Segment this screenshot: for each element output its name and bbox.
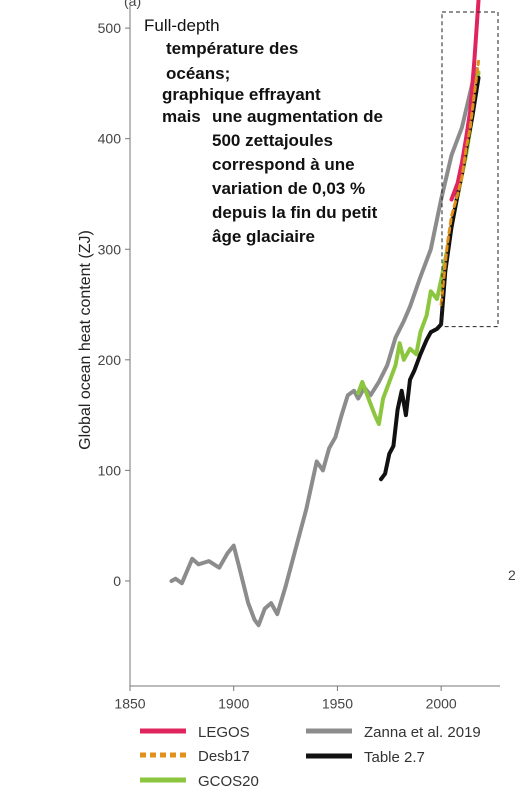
x-tick-label: 1850 xyxy=(114,696,145,712)
chart-title: Full-depth xyxy=(144,16,220,35)
highlight-box xyxy=(441,11,499,328)
annotation-line-5: une augmentation de xyxy=(212,107,383,126)
y-tick-label: 0 xyxy=(113,573,121,589)
legend-label: Desb17 xyxy=(198,748,250,765)
legend: LEGOS Desb17 GCOS20 Zanna et al. 2019 Table … xyxy=(140,724,481,790)
y-tick-label: 200 xyxy=(98,352,122,368)
annotation-line-2: océans; xyxy=(166,64,231,83)
x-ticks: 1850 1900 1950 2000 xyxy=(114,686,457,712)
cut-tick-label: 2 xyxy=(508,567,515,583)
y-tick-label: 100 xyxy=(98,462,122,478)
annotation-line-3: graphique effrayant xyxy=(162,85,321,104)
legend-label: LEGOS xyxy=(198,724,250,741)
y-ticks: 0 100 200 300 400 500 xyxy=(98,20,130,589)
x-tick-label: 1900 xyxy=(218,696,249,712)
annotation-line-1: température des xyxy=(166,39,299,58)
y-axis-label: Global ocean heat content (ZJ) xyxy=(77,230,94,450)
x-tick-label: 2000 xyxy=(426,696,457,712)
y-tick-label: 300 xyxy=(98,241,122,257)
legend-label: Zanna et al. 2019 xyxy=(364,724,481,741)
series-line-table-2-7 xyxy=(379,75,481,482)
annotation-line-7: correspond à une xyxy=(212,155,355,174)
annotation-line-10: âge glaciaire xyxy=(212,227,316,246)
annotation-line-9: depuis la fin du petit xyxy=(212,203,378,222)
panel-label: (a) xyxy=(124,0,141,9)
series-line-desb17 xyxy=(439,59,480,306)
annotation-line-6: 500 zettajoules xyxy=(212,131,333,150)
x-tick-label: 1950 xyxy=(322,696,353,712)
legend-label: GCOS20 xyxy=(198,773,259,790)
legend-label: Table 2.7 xyxy=(364,749,425,766)
series-line-zanna-et-al-2019 xyxy=(169,67,479,628)
annotation-line-8: variation de 0,03 % xyxy=(212,179,366,198)
series-lines xyxy=(169,0,481,628)
annotation-line-4: mais xyxy=(162,107,201,126)
y-tick-label: 500 xyxy=(98,20,122,36)
y-tick-label: 400 xyxy=(98,131,122,147)
series-line-legos xyxy=(449,0,481,202)
